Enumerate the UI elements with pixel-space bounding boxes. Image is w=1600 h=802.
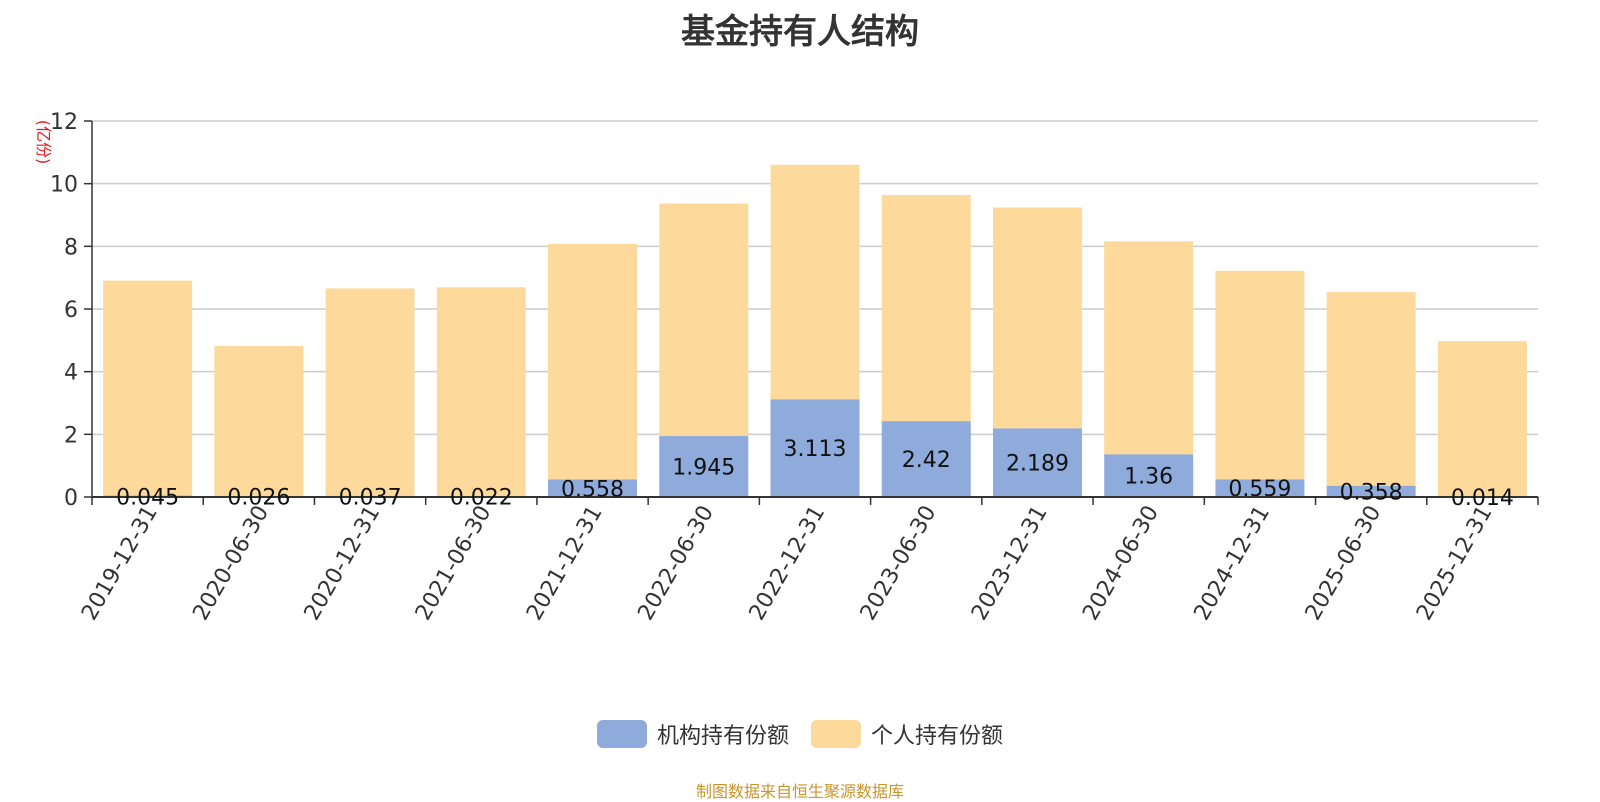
data-label-2024-06-30: 1.36	[1124, 465, 1173, 490]
x-tick-label: 2019-12-31	[77, 502, 163, 625]
y-axis-unit-label: (亿份)	[34, 120, 53, 165]
y-tick-label: 10	[50, 173, 78, 198]
x-tick-label: 2023-06-30	[856, 502, 942, 625]
bar-individual-2020-12-31	[326, 288, 415, 495]
y-tick-label: 0	[64, 486, 78, 511]
data-label-2019-12-31: 0.045	[116, 485, 179, 510]
legend-label: 个人持有份额	[871, 718, 1003, 750]
x-tick-label: 2021-12-31	[522, 502, 608, 625]
data-label-2020-12-31: 0.037	[339, 485, 402, 510]
bar-individual-2019-12-31	[103, 281, 192, 496]
legend: 机构持有份额 个人持有份额	[0, 718, 1600, 750]
bar-individual-2024-06-30	[1104, 241, 1193, 454]
x-tick-label: 2023-12-31	[967, 502, 1053, 625]
bar-individual-2021-12-31	[548, 244, 637, 480]
bar-individual-2025-12-31	[1438, 341, 1527, 496]
data-label-2025-06-30: 0.358	[1340, 480, 1403, 505]
data-label-2022-12-31: 3.113	[784, 437, 847, 462]
bar-individual-2020-06-30	[214, 346, 303, 496]
data-label-2021-12-31: 0.558	[561, 477, 624, 502]
data-label-2022-06-30: 1.945	[672, 456, 735, 481]
x-tick-label: 2021-06-30	[411, 502, 497, 625]
x-tick-label: 2024-12-31	[1190, 502, 1276, 625]
y-tick-label: 12	[50, 110, 78, 135]
bar-individual-2023-12-31	[993, 208, 1082, 429]
data-label-2025-12-31: 0.014	[1451, 486, 1514, 511]
legend-swatch	[597, 720, 647, 748]
legend-swatch	[811, 720, 861, 748]
y-tick-label: 6	[64, 298, 78, 323]
bar-individual-2025-06-30	[1327, 292, 1416, 486]
x-tick-label: 2024-06-30	[1078, 502, 1164, 625]
data-label-2024-12-31: 0.559	[1228, 477, 1291, 502]
bar-individual-2023-06-30	[882, 195, 971, 421]
x-tick-label: 2025-12-31	[1412, 502, 1498, 625]
data-label-2021-06-30: 0.022	[450, 486, 513, 511]
y-tick-label: 4	[64, 361, 78, 386]
bar-individual-2021-06-30	[437, 287, 526, 496]
data-label-2023-12-31: 2.189	[1006, 452, 1069, 477]
x-tick-label: 2022-12-31	[745, 502, 831, 625]
legend-label: 机构持有份额	[657, 718, 789, 750]
x-tick-label: 2022-06-30	[633, 502, 719, 625]
x-tick-label: 2020-12-31	[300, 502, 386, 625]
data-label-2020-06-30: 0.026	[227, 486, 290, 511]
bar-individual-2022-12-31	[771, 165, 860, 400]
y-tick-label: 2	[64, 423, 78, 448]
legend-item[interactable]: 机构持有份额	[597, 718, 789, 750]
data-label-2023-06-30: 2.42	[902, 448, 951, 473]
y-tick-label: 8	[64, 235, 78, 260]
source-note: 制图数据来自恒生聚源数据库	[0, 778, 1600, 802]
legend-item[interactable]: 个人持有份额	[811, 718, 1003, 750]
bar-individual-2022-06-30	[659, 204, 748, 436]
bar-individual-2024-12-31	[1215, 271, 1304, 480]
x-tick-label: 2025-06-30	[1301, 502, 1387, 625]
x-tick-label: 2020-06-30	[188, 502, 274, 625]
